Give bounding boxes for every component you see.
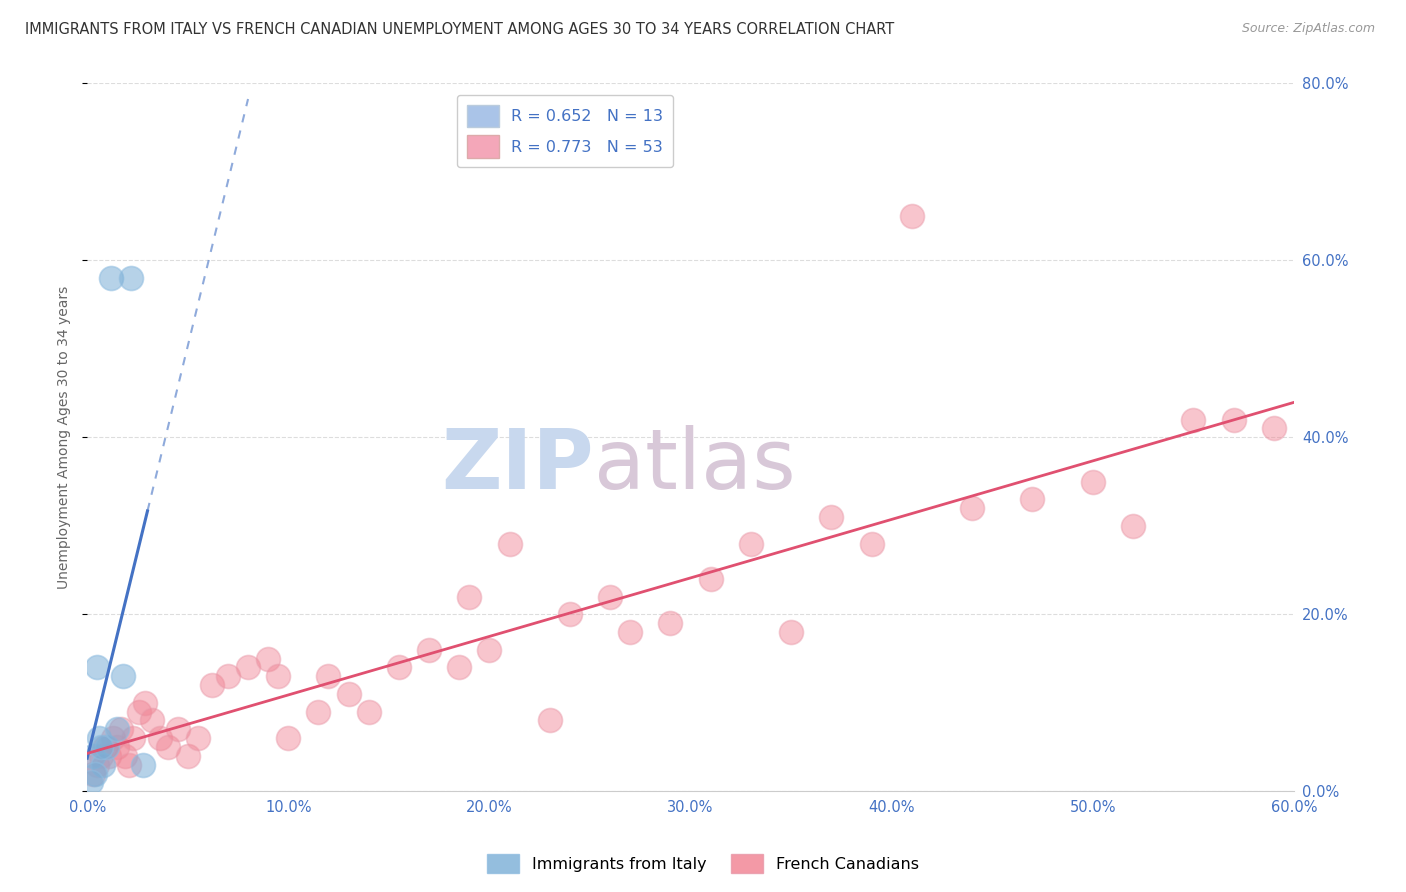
Point: [1222, 412, 1244, 426]
Point: [217, 669, 239, 683]
Point: [148, 731, 170, 746]
Point: [458, 590, 481, 604]
Point: [82, 748, 104, 763]
Point: [659, 616, 682, 631]
Point: [860, 536, 883, 550]
Point: [257, 651, 280, 665]
Point: [120, 271, 142, 285]
Point: [900, 209, 922, 223]
Point: [318, 669, 340, 683]
Point: [780, 624, 803, 639]
Point: [86, 757, 108, 772]
Point: [307, 705, 329, 719]
Point: [156, 739, 179, 754]
Point: [357, 705, 380, 719]
Point: [187, 731, 209, 746]
Point: [449, 660, 471, 674]
Point: [86, 660, 108, 674]
Text: atlas: atlas: [593, 425, 796, 506]
Point: [94, 739, 117, 754]
Point: [103, 731, 125, 746]
Point: [388, 660, 411, 674]
Point: [89, 731, 111, 746]
Point: [337, 687, 360, 701]
Point: [82, 766, 104, 780]
Point: [98, 748, 121, 763]
Legend: Immigrants from Italy, French Canadians: Immigrants from Italy, French Canadians: [481, 847, 925, 880]
Point: [84, 766, 107, 780]
Text: Source: ZipAtlas.com: Source: ZipAtlas.com: [1241, 22, 1375, 36]
Point: [134, 696, 156, 710]
Point: [105, 739, 128, 754]
Point: [558, 607, 581, 622]
Point: [1263, 421, 1285, 435]
Point: [100, 271, 122, 285]
Legend: R = 0.652   N = 13, R = 0.773   N = 53: R = 0.652 N = 13, R = 0.773 N = 53: [457, 95, 673, 168]
Point: [90, 739, 112, 754]
Point: [112, 669, 135, 683]
Point: [177, 748, 200, 763]
Point: [236, 660, 259, 674]
Point: [699, 572, 721, 586]
Point: [122, 731, 145, 746]
Point: [820, 510, 842, 524]
Point: [277, 731, 299, 746]
Point: [599, 590, 621, 604]
Point: [960, 501, 983, 516]
Point: [418, 642, 440, 657]
Point: [118, 757, 141, 772]
Point: [498, 536, 520, 550]
Point: [201, 678, 224, 692]
Point: [1081, 475, 1104, 489]
Text: ZIP: ZIP: [441, 425, 593, 506]
Point: [128, 705, 150, 719]
Point: [740, 536, 762, 550]
Point: [538, 714, 561, 728]
Point: [132, 757, 155, 772]
Point: [1021, 492, 1043, 507]
Text: IMMIGRANTS FROM ITALY VS FRENCH CANADIAN UNEMPLOYMENT AMONG AGES 30 TO 34 YEARS : IMMIGRANTS FROM ITALY VS FRENCH CANADIAN…: [25, 22, 894, 37]
Point: [110, 723, 132, 737]
Point: [1122, 518, 1144, 533]
Point: [114, 748, 136, 763]
Point: [90, 748, 112, 763]
Point: [478, 642, 501, 657]
Point: [96, 739, 118, 754]
Point: [166, 723, 188, 737]
Y-axis label: Unemployment Among Ages 30 to 34 years: Unemployment Among Ages 30 to 34 years: [58, 285, 72, 589]
Point: [105, 723, 128, 737]
Point: [267, 669, 290, 683]
Point: [619, 624, 641, 639]
Point: [80, 775, 103, 789]
Point: [91, 757, 114, 772]
Point: [141, 714, 163, 728]
Point: [1182, 412, 1205, 426]
